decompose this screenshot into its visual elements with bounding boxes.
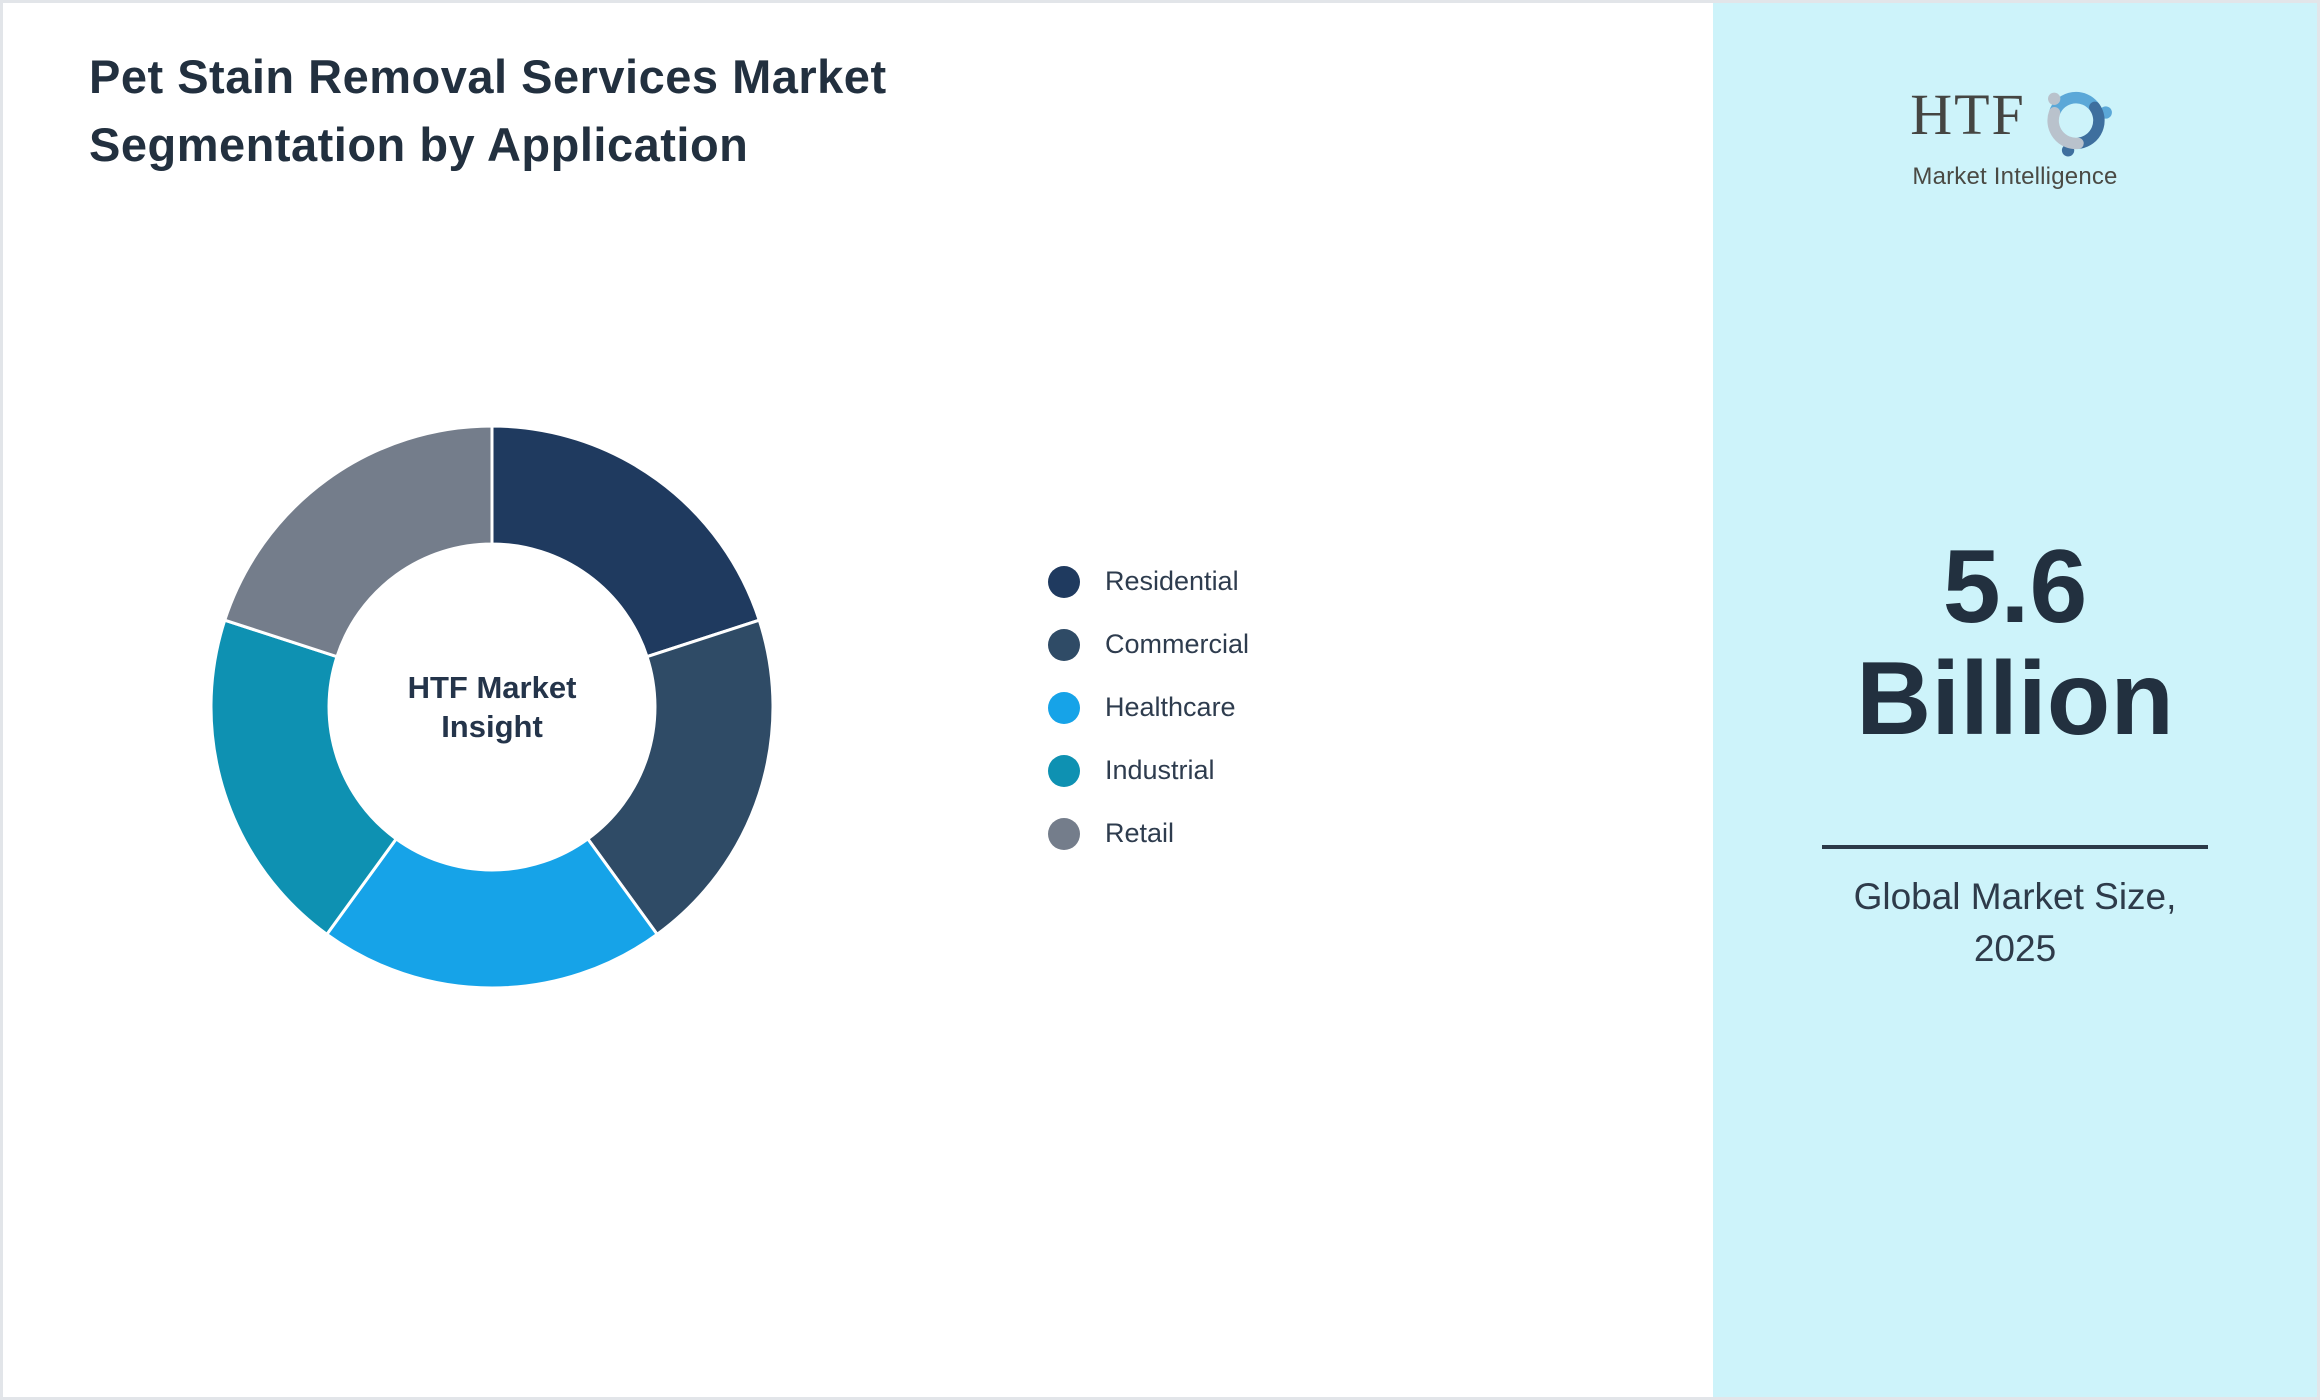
market-size-value-line1: 5.6 xyxy=(1942,529,2088,645)
donut-slice-retail xyxy=(222,424,494,659)
stat-divider xyxy=(1822,845,2208,849)
legend-item-commercial: Commercial xyxy=(1048,613,1249,676)
legend-dot-icon xyxy=(1048,628,1080,661)
donut-chart-svg xyxy=(209,424,775,990)
market-size-caption: Global Market Size, 2025 xyxy=(1713,871,2317,975)
legend-item-residential: Residential xyxy=(1048,550,1249,613)
market-size-value: 5.6 Billion xyxy=(1713,531,2317,755)
legend-label: Residential xyxy=(1105,566,1239,596)
legend-dot-icon xyxy=(1048,754,1080,787)
donut-slice-industrial xyxy=(209,618,399,937)
htf-logo-row: HTF xyxy=(1910,69,2120,165)
legend-label: Healthcare xyxy=(1105,692,1236,722)
market-size-caption-line1: Global Market Size, xyxy=(1853,876,2177,917)
legend-label: Industrial xyxy=(1105,755,1215,785)
donut-slice-residential xyxy=(490,424,762,659)
legend-item-healthcare: Healthcare xyxy=(1048,676,1249,739)
market-size-value-line2: Billion xyxy=(1856,641,2174,757)
htf-logo-acronym: HTF xyxy=(1910,82,2026,147)
legend-item-retail: Retail xyxy=(1048,802,1249,865)
page-title: Pet Stain Removal Services Market Segmen… xyxy=(89,43,887,179)
donut-center-label-line1: HTF Market xyxy=(407,670,577,705)
page-title-line2: Segmentation by Application xyxy=(89,118,749,171)
donut-center-label: HTF Market Insight xyxy=(408,668,577,746)
legend-label: Retail xyxy=(1105,818,1175,848)
donut-slice-healthcare xyxy=(324,836,660,990)
market-size-caption-line2: 2025 xyxy=(1973,928,2057,969)
donut-center-label-line2: Insight xyxy=(441,709,543,744)
emblem-swoosh xyxy=(2061,101,2105,157)
legend-dot-icon xyxy=(1048,817,1080,850)
legend-dot-icon xyxy=(1048,565,1080,598)
side-panel: HTF Market Intelligence 5.6 Billion Glob… xyxy=(1713,3,2317,1397)
htf-logo-emblem-icon xyxy=(2047,91,2112,157)
donut-chart: HTF Market Insight xyxy=(208,423,776,991)
legend-item-industrial: Industrial xyxy=(1048,739,1249,802)
legend-dot-icon xyxy=(1048,691,1080,724)
htf-logo: HTF Market Intelligence xyxy=(1713,69,2317,191)
chart-legend: Residential Commercial Healthcare Industria… xyxy=(1048,550,1249,865)
page-title-line1: Pet Stain Removal Services Market xyxy=(89,50,887,103)
legend-label: Commercial xyxy=(1105,629,1250,659)
htf-logo-subtitle: Market Intelligence xyxy=(1912,163,2118,190)
donut-slice-commercial xyxy=(585,618,775,937)
emblem-swoosh xyxy=(2047,92,2084,150)
